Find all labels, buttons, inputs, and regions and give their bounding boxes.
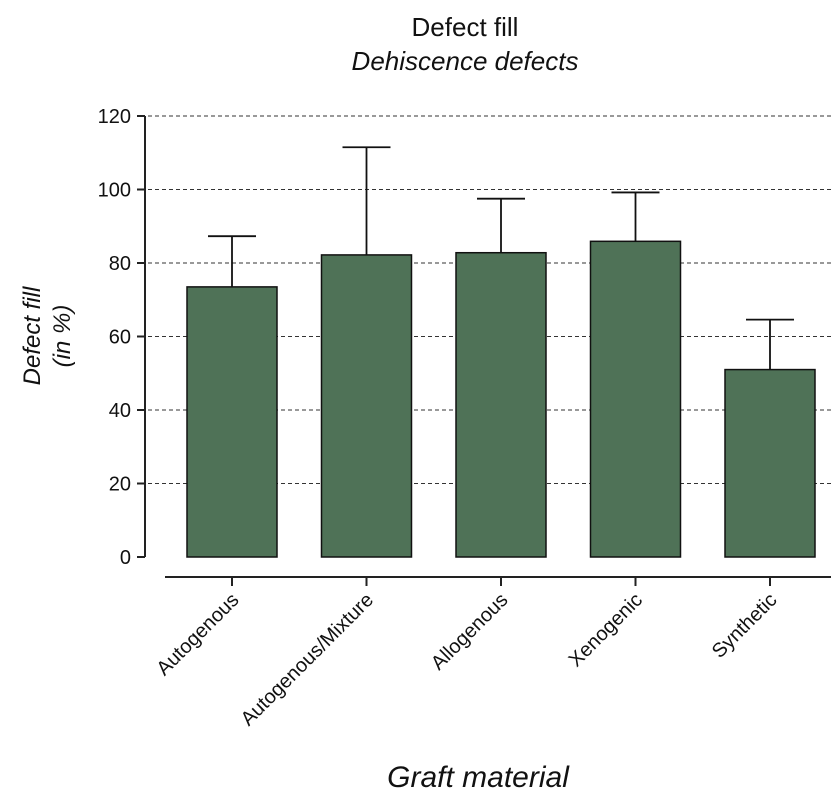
x-tick-label: Synthetic [708,589,782,663]
x-axis-label: Graft material [387,761,570,794]
y-axis-label-line2: (in %) [49,305,76,368]
y-tick-label: 60 [109,327,131,349]
y-tick-label: 0 [120,547,131,569]
bar [589,240,682,558]
chart-subtitle: Dehiscence defects [352,46,579,76]
x-tick-label: Autogenous [152,589,243,680]
y-tick-label: 100 [98,180,131,202]
y-tick-label: 80 [109,253,131,275]
chart-title: Defect fill [412,12,519,42]
y-axis-label: Defect fill (in %) [19,286,76,385]
bar [455,251,547,558]
bar [186,286,278,558]
y-axis: 0 20 40 60 80 100 120 [98,106,146,569]
y-tick-label: 20 [109,474,131,496]
bar [320,254,413,558]
bars [186,146,816,558]
y-axis-label-line1: Defect fill [19,286,46,385]
x-tick-label: Xenogenic [565,589,647,671]
x-tick-label: Autogenous/Mixture [237,589,378,730]
x-tick-label: Allogenous [427,589,513,675]
bar [724,368,816,558]
y-tick-label: 40 [109,400,131,422]
y-tick-label: 120 [98,106,131,128]
